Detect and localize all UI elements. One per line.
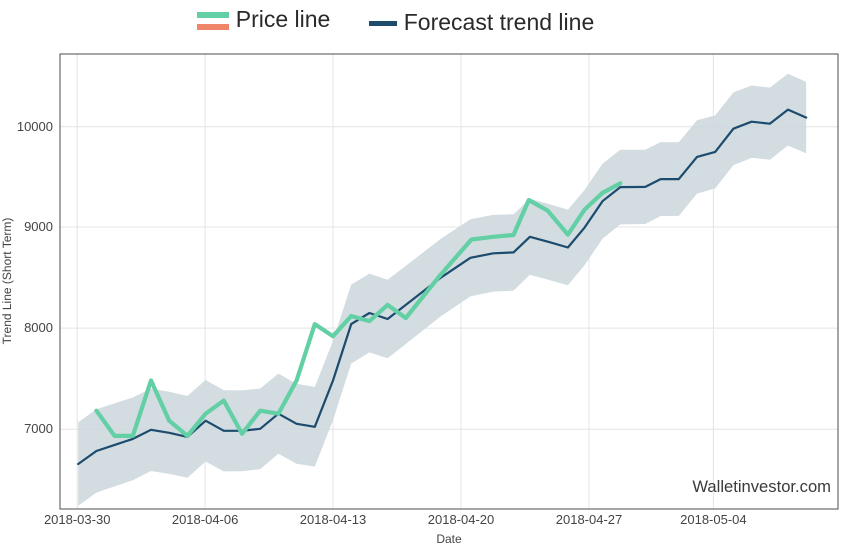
- svg-text:2018-04-13: 2018-04-13: [300, 512, 367, 527]
- svg-text:Walletinvestor.com: Walletinvestor.com: [692, 477, 831, 496]
- svg-text:9000: 9000: [24, 219, 53, 234]
- svg-text:7000: 7000: [24, 421, 53, 436]
- svg-text:2018-04-27: 2018-04-27: [556, 512, 623, 527]
- svg-text:2018-04-06: 2018-04-06: [172, 512, 239, 527]
- svg-text:8000: 8000: [24, 320, 53, 335]
- svg-text:10000: 10000: [17, 119, 53, 134]
- svg-text:2018-04-20: 2018-04-20: [428, 512, 495, 527]
- svg-text:Trend Line (Short Term): Trend Line (Short Term): [0, 218, 14, 345]
- svg-text:2018-03-30: 2018-03-30: [44, 512, 111, 527]
- svg-text:Date: Date: [436, 532, 462, 546]
- svg-text:2018-05-04: 2018-05-04: [680, 512, 747, 527]
